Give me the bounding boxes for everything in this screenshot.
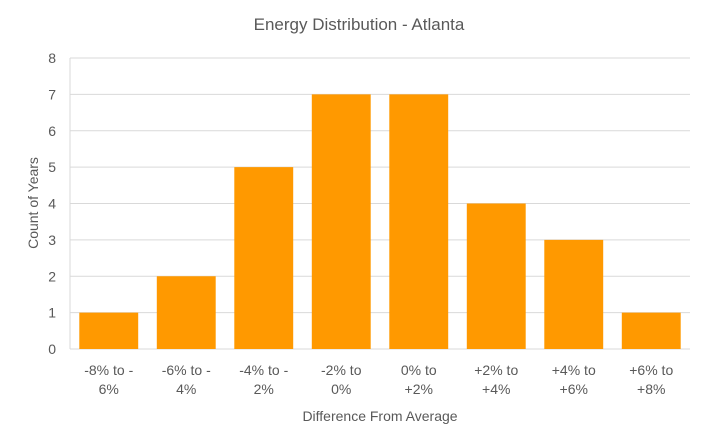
x-category-label: -4% to -2% xyxy=(239,362,288,397)
bar xyxy=(621,312,681,349)
x-axis-title: Difference From Average xyxy=(302,408,457,424)
bar xyxy=(79,312,139,349)
x-category-label: 0% to +2% xyxy=(401,362,437,397)
y-tick-label: 3 xyxy=(48,232,56,248)
y-tick-label: 6 xyxy=(48,123,56,139)
y-tick-label: 2 xyxy=(48,268,56,284)
y-tick-label: 8 xyxy=(48,50,56,66)
bars xyxy=(79,94,681,349)
x-category-label: +2% to +4% xyxy=(474,362,518,397)
y-tick-label: 4 xyxy=(48,196,56,212)
bar xyxy=(389,94,449,349)
y-tick-label: 5 xyxy=(48,159,56,175)
x-category-label: +6% to +8% xyxy=(629,362,673,397)
bar xyxy=(311,94,371,349)
y-tick-label: 1 xyxy=(48,305,56,321)
x-category-label: -2% to 0% xyxy=(321,362,362,397)
bar xyxy=(234,167,294,349)
x-axis-categories: -8% to -6% -6% to -4% -4% to -2% -2% to 0% 0%… xyxy=(84,362,673,397)
chart-title: Energy Distribution - Atlanta xyxy=(254,15,465,34)
bar xyxy=(544,239,604,349)
y-axis-ticks: 0 1 2 3 4 5 6 7 8 xyxy=(48,50,56,357)
x-category-label: -8% to -6% xyxy=(84,362,133,397)
y-tick-label: 0 xyxy=(48,341,56,357)
bar xyxy=(466,203,526,349)
y-axis-title: Count of Years xyxy=(25,157,41,249)
x-category-label: -6% to -4% xyxy=(162,362,211,397)
x-category-label: +4% to +6% xyxy=(552,362,596,397)
y-tick-label: 7 xyxy=(48,86,56,102)
bar xyxy=(156,276,216,349)
